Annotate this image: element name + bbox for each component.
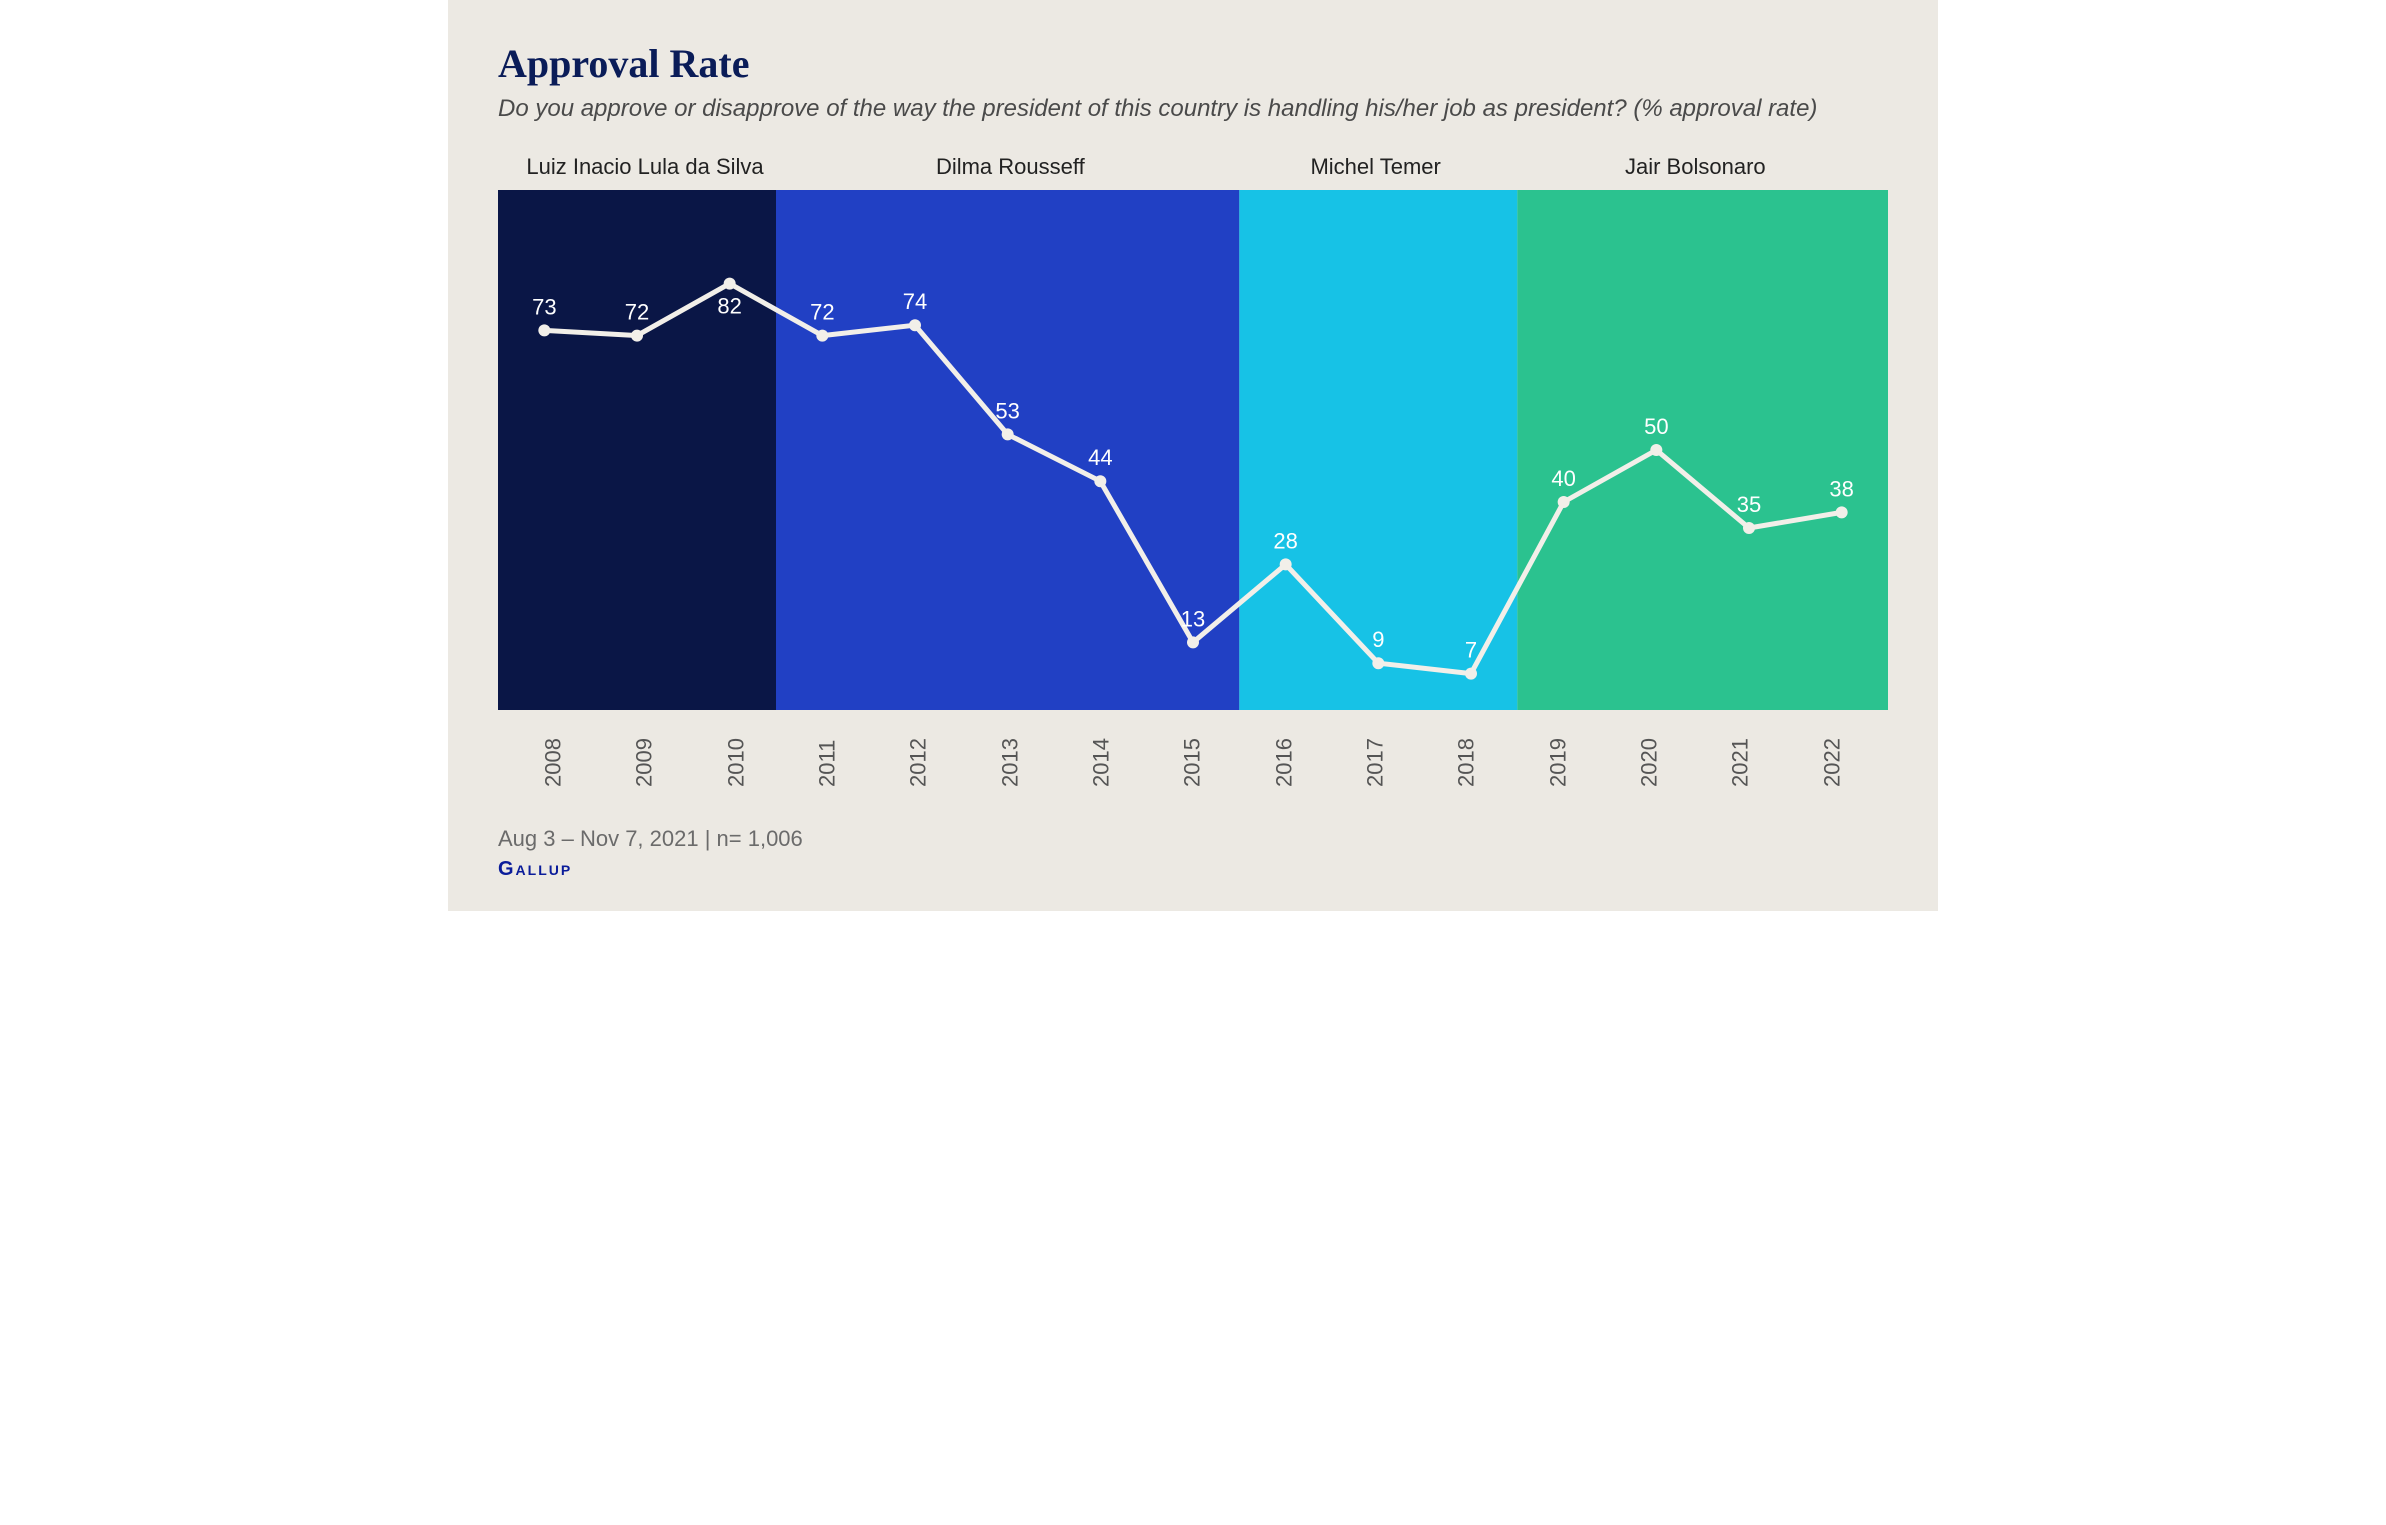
president-legend-item: Michel Temer [1239,154,1513,180]
x-axis-year: 2008 [508,728,599,798]
chart-title: Approval Rate [498,40,1888,87]
x-axis-year: 2011 [782,728,873,798]
president-band [498,190,776,710]
value-label: 72 [810,300,834,325]
data-point [724,278,736,290]
president-legend-item: Dilma Rousseff [782,154,1239,180]
data-point [1372,657,1384,669]
data-point [1187,637,1199,649]
president-legend-item: Luiz Inacio Lula da Silva [508,154,782,180]
data-point [1558,496,1570,508]
chart-subtitle: Do you approve or disapprove of the way … [498,93,1888,124]
brand-label: Gallup [498,858,1888,881]
data-point [1280,559,1292,571]
x-axis-year: 2009 [599,728,690,798]
value-label: 9 [1372,627,1384,652]
value-label: 38 [1829,477,1853,502]
data-point [631,330,643,342]
x-axis-year: 2010 [691,728,782,798]
x-axis-year: 2015 [1147,728,1238,798]
president-band [776,190,1239,710]
value-label: 7 [1465,638,1477,663]
president-band [1517,190,1888,710]
value-label: 53 [995,399,1019,424]
x-axis-year: 2020 [1604,728,1695,798]
data-point [816,330,828,342]
value-label: 74 [903,289,927,314]
footer-note: Aug 3 – Nov 7, 2021 | n= 1,006 [498,826,1888,852]
chart-card: Approval Rate Do you approve or disappro… [448,0,1938,911]
president-legend-item: Jair Bolsonaro [1513,154,1878,180]
value-label: 28 [1273,529,1297,554]
data-point [1002,429,1014,441]
x-axis-year: 2021 [1695,728,1786,798]
x-axis-year: 2013 [965,728,1056,798]
value-label: 13 [1181,607,1205,632]
data-point [1836,507,1848,519]
chart-plot-area: 73 72 82 72 74 53 44 13 28 9 7 40 50 35 38 [498,190,1888,710]
x-axis-year: 2017 [1330,728,1421,798]
value-label: 44 [1088,445,1112,470]
line-chart-svg: 73 72 82 72 74 53 44 13 28 9 7 40 50 35 38 [498,190,1888,710]
data-point [1465,668,1477,680]
value-label: 82 [717,294,741,319]
president-legend-row: Luiz Inacio Lula da SilvaDilma RousseffM… [498,154,1888,180]
x-axis-year: 2019 [1513,728,1604,798]
x-axis-year: 2014 [1056,728,1147,798]
data-point [1650,444,1662,456]
data-point [1743,522,1755,534]
x-axis-year: 2012 [873,728,964,798]
x-axis-year: 2016 [1239,728,1330,798]
value-label: 73 [532,295,556,320]
data-point [538,325,550,337]
data-point [909,319,921,331]
value-label: 40 [1551,466,1575,491]
value-label: 72 [625,300,649,325]
x-axis-year: 2022 [1787,728,1878,798]
data-point [1094,475,1106,487]
x-axis-year: 2018 [1421,728,1512,798]
value-label: 50 [1644,414,1668,439]
value-label: 35 [1737,492,1761,517]
x-axis-year-labels: 2008200920102011201220132014201520162017… [498,728,1888,798]
